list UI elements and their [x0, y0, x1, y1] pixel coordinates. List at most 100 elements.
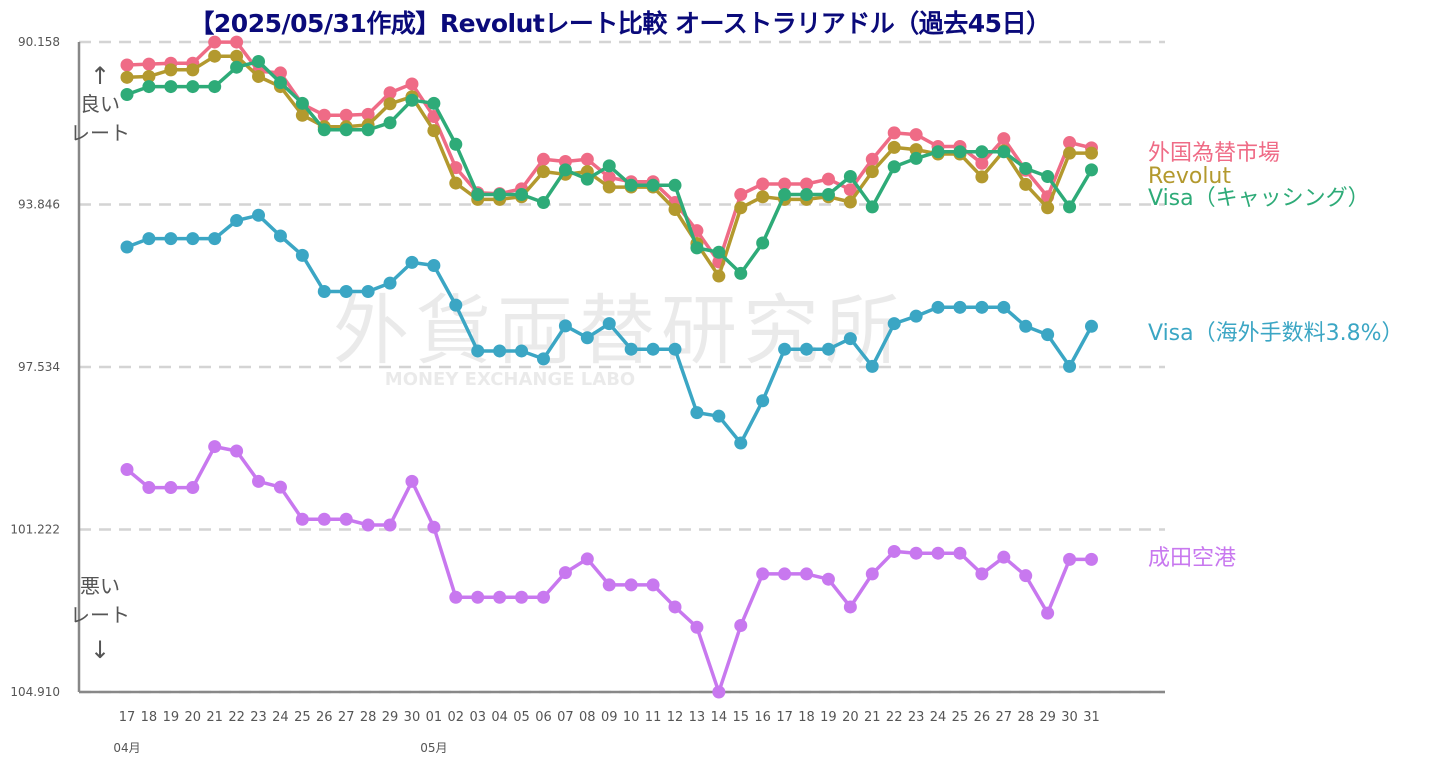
data-point	[120, 88, 134, 102]
data-point	[975, 300, 989, 314]
data-point	[186, 63, 200, 77]
data-point	[186, 80, 200, 94]
data-point	[230, 35, 244, 49]
watermark-text: 外貨両替研究所	[333, 286, 907, 375]
x-tick-label: 25	[294, 710, 311, 725]
good-rate-note: ↑ 良い レート	[62, 62, 138, 148]
data-point	[186, 481, 200, 495]
x-tick-label: 26	[316, 710, 333, 725]
data-point	[230, 60, 244, 74]
data-point	[186, 232, 200, 246]
data-point	[1041, 169, 1055, 183]
legend-label: Revolut	[1148, 164, 1231, 189]
data-point	[887, 140, 901, 154]
legend-label: Visa（キャッシング）	[1148, 186, 1370, 211]
data-point	[493, 344, 507, 358]
data-point	[778, 342, 792, 356]
data-point	[536, 590, 550, 604]
x-tick-label: 30	[1061, 710, 1078, 725]
data-point	[975, 156, 989, 170]
data-point	[558, 566, 572, 580]
data-point	[931, 300, 945, 314]
data-point	[339, 108, 353, 122]
data-point	[142, 57, 156, 71]
x-tick-label: 10	[623, 710, 640, 725]
data-point	[536, 195, 550, 209]
chart-title: 【2025/05/31作成】Revolutレート比較 オーストラリアドル（過去4…	[189, 9, 1051, 38]
data-point	[317, 512, 331, 526]
up-arrow-icon: ↑	[89, 62, 111, 90]
x-tick-label: 26	[974, 710, 991, 725]
data-point	[756, 190, 770, 204]
data-point	[624, 178, 638, 192]
x-tick-label: 23	[250, 710, 267, 725]
x-tick-label: 21	[206, 710, 223, 725]
data-point	[449, 137, 463, 151]
x-tick-label: 20	[184, 710, 201, 725]
data-point	[668, 342, 682, 356]
data-point	[536, 352, 550, 366]
x-tick-label: 22	[886, 710, 903, 725]
data-point	[1084, 163, 1098, 177]
data-point	[252, 54, 266, 68]
data-point	[1041, 201, 1055, 215]
data-point	[295, 248, 309, 262]
data-point	[339, 123, 353, 137]
data-point	[405, 255, 419, 269]
x-tick-label: 27	[996, 710, 1013, 725]
good-rate-label: 良い レート	[70, 92, 130, 145]
data-point	[1019, 162, 1033, 176]
data-point	[580, 552, 594, 566]
data-point	[821, 342, 835, 356]
data-point	[471, 344, 485, 358]
data-point	[1041, 606, 1055, 620]
y-tick-label: 90.158	[18, 35, 60, 49]
data-point	[361, 284, 375, 298]
axes: 90.158 93.846 97.534 101.222 104.910 17 18 19 20…	[10, 35, 1165, 755]
x-tick-label: 13	[689, 710, 706, 725]
data-point	[339, 284, 353, 298]
data-point	[361, 518, 375, 532]
data-point	[515, 590, 529, 604]
data-point	[142, 80, 156, 94]
data-point	[1084, 146, 1098, 160]
x-tick-label: 02	[448, 710, 465, 725]
x-tick-label: 25	[952, 710, 969, 725]
x-tick-label: 28	[1017, 710, 1034, 725]
data-point	[208, 440, 222, 454]
data-point	[427, 124, 441, 138]
data-point	[909, 546, 923, 560]
data-point	[295, 512, 309, 526]
data-point	[317, 123, 331, 137]
x-tick-label: 07	[557, 710, 574, 725]
data-point	[471, 188, 485, 202]
data-point	[734, 436, 748, 450]
x-tick-label: 12	[667, 710, 684, 725]
series-layer	[120, 35, 1098, 699]
data-point	[800, 188, 814, 202]
data-point	[865, 567, 879, 581]
data-point	[252, 208, 266, 222]
data-point	[953, 145, 967, 159]
data-point	[800, 177, 814, 191]
data-point	[1084, 552, 1098, 566]
data-point	[383, 116, 397, 130]
y-tick-label: 101.222	[10, 523, 60, 537]
data-point	[142, 481, 156, 495]
x-tick-label: 03	[469, 710, 486, 725]
data-point	[339, 512, 353, 526]
data-point	[471, 590, 485, 604]
data-point	[887, 317, 901, 331]
data-point	[142, 232, 156, 246]
data-point	[887, 160, 901, 174]
data-point	[602, 180, 616, 194]
data-point	[602, 159, 616, 173]
data-point	[427, 520, 441, 534]
data-point	[427, 258, 441, 272]
data-point	[734, 266, 748, 280]
data-point	[230, 49, 244, 63]
x-tick-label: 21	[864, 710, 881, 725]
data-point	[515, 344, 529, 358]
data-point	[536, 152, 550, 166]
